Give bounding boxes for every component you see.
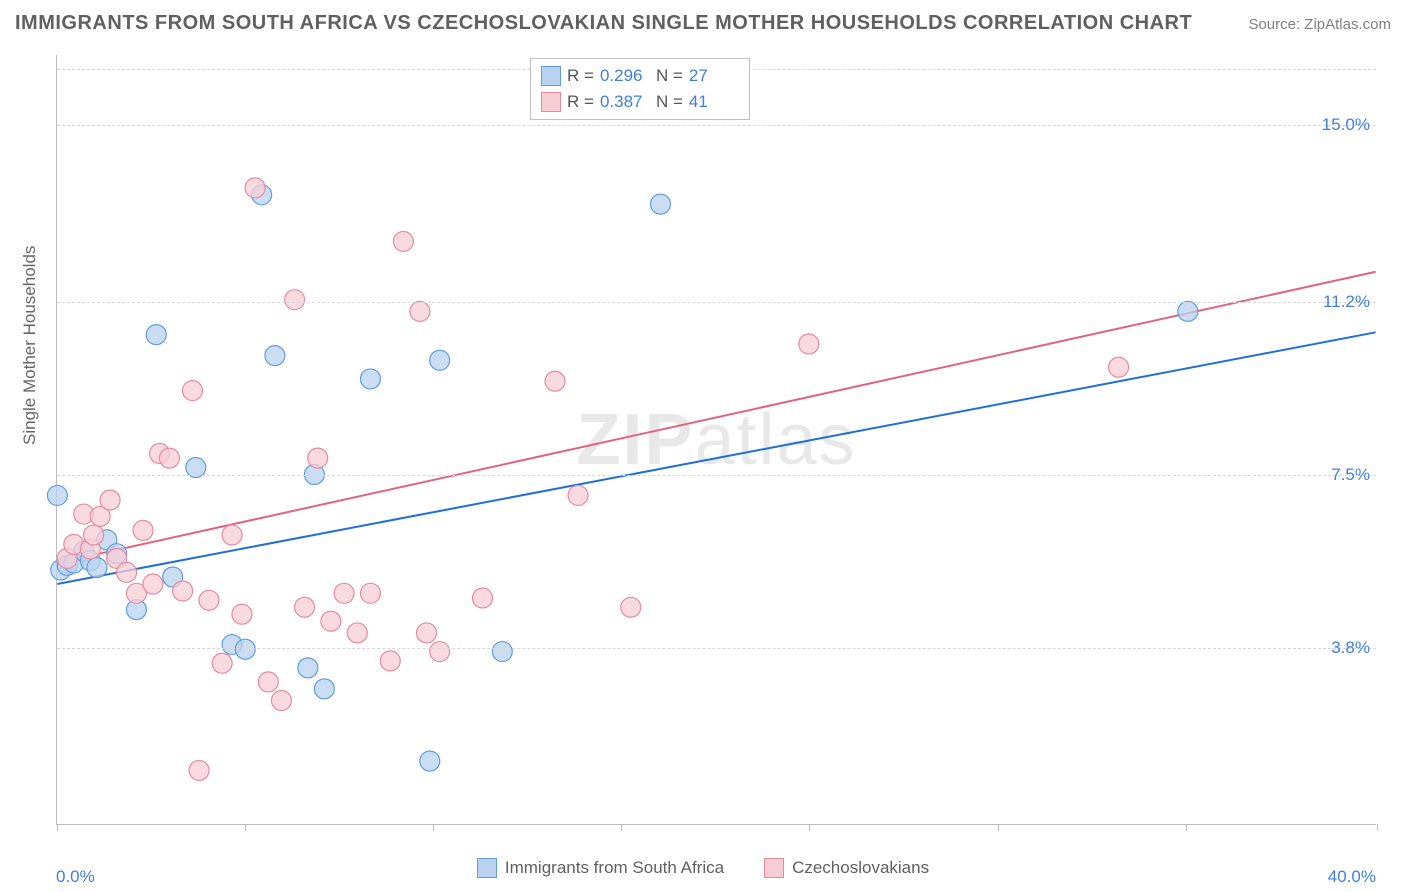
- x-axis-tick: [621, 824, 622, 831]
- legend-label-cz: Czechoslovakians: [792, 858, 929, 878]
- data-point-cz: [182, 381, 202, 401]
- data-point-cz: [473, 588, 493, 608]
- swatch-sa-icon: [477, 858, 497, 878]
- data-point-cz: [232, 604, 252, 624]
- data-point-sa: [235, 639, 255, 659]
- data-point-cz: [393, 231, 413, 251]
- swatch-sa-icon: [541, 66, 561, 86]
- data-point-cz: [84, 525, 104, 545]
- swatch-cz-icon: [541, 92, 561, 112]
- swatch-cz-icon: [764, 858, 784, 878]
- data-point-cz: [545, 371, 565, 391]
- r-n-legend: R = 0.296 N = 27 R = 0.387 N = 41: [530, 58, 750, 120]
- data-point-cz: [295, 597, 315, 617]
- x-axis-tick: [1186, 824, 1187, 831]
- n-label: N =: [656, 63, 683, 89]
- data-point-cz: [159, 448, 179, 468]
- data-point-cz: [430, 642, 450, 662]
- data-point-cz: [173, 581, 193, 601]
- n-value-sa: 27: [689, 63, 739, 89]
- legend-item-cz: Czechoslovakians: [764, 858, 929, 878]
- trend-line-sa: [57, 332, 1375, 584]
- n-label: N =: [656, 89, 683, 115]
- y-axis-tick-label: 11.2%: [1323, 292, 1370, 312]
- plot-area: ZIPatlas 3.8%7.5%11.2%15.0%: [56, 55, 1376, 825]
- data-point-cz: [621, 597, 641, 617]
- data-point-cz: [189, 760, 209, 780]
- data-point-sa: [87, 558, 107, 578]
- gridline: [57, 125, 1376, 126]
- chart-svg: [57, 55, 1376, 824]
- data-point-sa: [298, 658, 318, 678]
- data-point-sa: [314, 679, 334, 699]
- data-point-cz: [416, 623, 436, 643]
- data-point-cz: [245, 178, 265, 198]
- data-point-cz: [1109, 357, 1129, 377]
- y-axis-tick-label: 3.8%: [1331, 638, 1370, 658]
- r-label: R =: [567, 89, 594, 115]
- data-point-sa: [47, 485, 67, 505]
- data-point-cz: [212, 653, 232, 673]
- data-point-cz: [308, 448, 328, 468]
- data-point-cz: [285, 290, 305, 310]
- data-point-cz: [143, 574, 163, 594]
- gridline: [57, 648, 1376, 649]
- series-legend: Immigrants from South Africa Czechoslova…: [0, 858, 1406, 878]
- n-value-cz: 41: [689, 89, 739, 115]
- title-bar: IMMIGRANTS FROM SOUTH AFRICA VS CZECHOSL…: [15, 12, 1391, 35]
- data-point-cz: [360, 583, 380, 603]
- data-point-sa: [265, 346, 285, 366]
- data-point-sa: [650, 194, 670, 214]
- x-axis-tick: [998, 824, 999, 831]
- data-point-cz: [133, 520, 153, 540]
- trend-line-cz: [57, 272, 1375, 563]
- gridline: [57, 475, 1376, 476]
- chart-container: IMMIGRANTS FROM SOUTH AFRICA VS CZECHOSL…: [0, 0, 1406, 892]
- r-n-row-cz: R = 0.387 N = 41: [541, 89, 739, 115]
- y-axis-tick-label: 7.5%: [1331, 465, 1370, 485]
- x-axis-tick: [245, 824, 246, 831]
- x-axis-tick: [809, 824, 810, 831]
- r-label: R =: [567, 63, 594, 89]
- chart-title: IMMIGRANTS FROM SOUTH AFRICA VS CZECHOSL…: [15, 12, 1192, 35]
- data-point-cz: [100, 490, 120, 510]
- data-point-cz: [799, 334, 819, 354]
- r-value-cz: 0.387: [600, 89, 650, 115]
- data-point-cz: [199, 590, 219, 610]
- x-axis-label-min: 0.0%: [56, 867, 95, 887]
- data-point-cz: [271, 691, 291, 711]
- y-axis-tick-label: 15.0%: [1322, 115, 1370, 135]
- r-value-sa: 0.296: [600, 63, 650, 89]
- data-point-cz: [222, 525, 242, 545]
- legend-item-sa: Immigrants from South Africa: [477, 858, 724, 878]
- data-point-sa: [146, 325, 166, 345]
- data-point-cz: [410, 301, 430, 321]
- data-point-cz: [258, 672, 278, 692]
- data-point-sa: [420, 751, 440, 771]
- data-point-cz: [321, 611, 341, 631]
- gridline: [57, 302, 1376, 303]
- legend-label-sa: Immigrants from South Africa: [505, 858, 724, 878]
- data-point-cz: [568, 485, 588, 505]
- data-point-sa: [492, 642, 512, 662]
- data-point-cz: [380, 651, 400, 671]
- data-point-sa: [430, 350, 450, 370]
- x-axis-tick: [1377, 824, 1378, 831]
- r-n-row-sa: R = 0.296 N = 27: [541, 63, 739, 89]
- x-axis-tick: [433, 824, 434, 831]
- data-point-cz: [334, 583, 354, 603]
- x-axis-tick: [57, 824, 58, 831]
- data-point-cz: [347, 623, 367, 643]
- source-attribution: Source: ZipAtlas.com: [1248, 16, 1391, 33]
- data-point-sa: [1178, 301, 1198, 321]
- data-point-sa: [360, 369, 380, 389]
- data-point-cz: [117, 562, 137, 582]
- y-axis-title: Single Mother Households: [20, 246, 40, 445]
- x-axis-label-max: 40.0%: [1328, 867, 1376, 887]
